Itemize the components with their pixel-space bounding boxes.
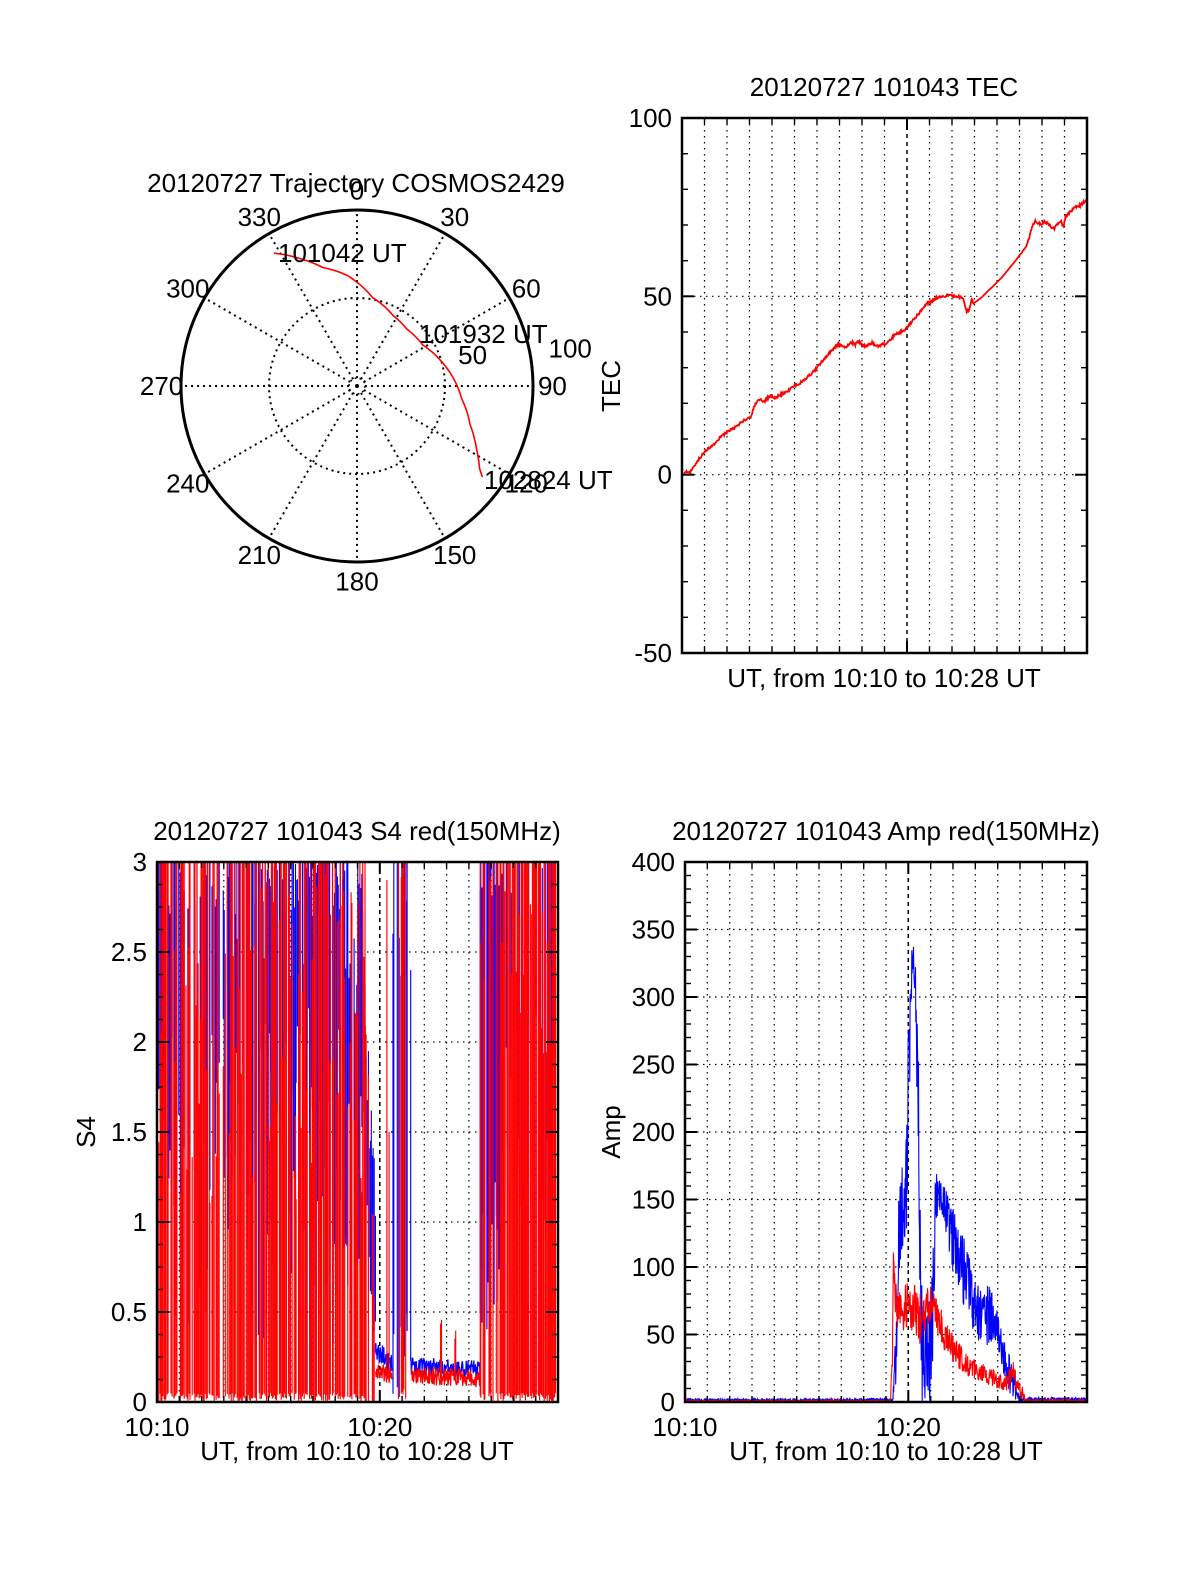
s4-plot: 0 0.5 1 1.5 2 2.5 3 10:10 10:20 — [111, 847, 560, 1442]
amp-ytick-label: 350 — [632, 915, 675, 945]
trajectory-annotation-mid: 101932 UT — [419, 319, 548, 349]
amp-axes-box — [683, 860, 1089, 1404]
amp-ytick-label: 400 — [632, 847, 675, 877]
polar-spoke — [360, 392, 446, 539]
polar-ring — [268, 297, 446, 475]
polar-angle-label: 30 — [440, 202, 469, 232]
s4-title: 20120727 101043 S4 red(150MHz) — [153, 816, 561, 846]
amp-ytick-label: 50 — [646, 1320, 675, 1350]
tec-series — [683, 198, 1087, 475]
gridlines — [682, 118, 1087, 653]
amp-xtick-label: 10:10 — [652, 1412, 717, 1442]
polar-center-dot — [355, 384, 359, 388]
s4-series — [157, 862, 557, 1402]
tec-y-axis-label: TEC — [596, 360, 626, 412]
polar-angle-label: 270 — [140, 371, 183, 401]
polar-angle-label: 60 — [512, 273, 541, 303]
amp-plot: 0 50 100 150 200 250 300 350 400 10:10 10:20 — [632, 847, 1089, 1442]
polar-angle-label: 300 — [166, 273, 209, 303]
gridlines — [685, 862, 1087, 1402]
polar-spoke — [204, 389, 351, 475]
tec-series-red — [683, 198, 1087, 475]
tec-axes: -50 0 50 100 — [629, 103, 1089, 668]
s4-ytick-label: 0 — [133, 1387, 147, 1417]
tec-ytick-label: 100 — [629, 103, 672, 133]
s4-ytick-label: 2 — [133, 1027, 147, 1057]
s4-ytick-label: 0.5 — [111, 1297, 147, 1327]
amp-ytick-label: 0 — [661, 1387, 675, 1417]
polar-angle-label: 180 — [335, 566, 378, 596]
s4-xtick-label: 10:20 — [347, 1412, 412, 1442]
tec-title: 20120727 101043 TEC — [750, 72, 1018, 102]
trajectory-title: 20120727 Trajectory COSMOS2429 — [147, 168, 565, 198]
amp-ytick-label: 250 — [632, 1050, 675, 1080]
polar-angle-label: 330 — [238, 202, 281, 232]
s4-ytick-label: 1 — [133, 1207, 147, 1237]
amp-ytick-label: 300 — [632, 982, 675, 1012]
amp-axes: 0 50 100 150 200 250 300 350 400 10:10 10:20 — [632, 847, 1089, 1442]
trajectory-annotation-start: 101042 UT — [278, 238, 407, 268]
polar-spoke — [268, 233, 354, 380]
s4-axes-box — [155, 860, 560, 1404]
polar-radial-label: 50 — [458, 340, 487, 370]
amp-y-axis-label: Amp — [596, 1105, 626, 1158]
polar-center-ring — [348, 377, 366, 395]
polar-spoke — [363, 389, 510, 475]
polar-radial-label: 100 — [549, 333, 592, 363]
polar-angle-label: 90 — [538, 371, 567, 401]
amp-title: 20120727 101043 Amp red(150MHz) — [672, 816, 1100, 846]
polar-spoke — [268, 392, 354, 539]
trajectory-path — [273, 252, 484, 478]
amp-ytick-label: 150 — [632, 1185, 675, 1215]
tec-plot: -50 0 50 100 — [629, 103, 1089, 668]
s4-ytick-label: 1.5 — [111, 1117, 147, 1147]
trajectory-polar-plot: 0 30 60 90 120 150 180 210 240 270 300 330 50 100 — [140, 176, 592, 597]
polar-angle-label: 0 — [350, 176, 364, 206]
polar-angle-label: 240 — [166, 469, 209, 499]
s4-x-axis-label: UT, from 10:10 to 10:28 UT — [200, 1436, 514, 1466]
amp-ytick-label: 100 — [632, 1252, 675, 1282]
s4-y-axis-label: S4 — [71, 1116, 101, 1148]
amp-x-axis-label: UT, from 10:10 to 10:28 UT — [729, 1436, 1043, 1466]
s4-ytick-label: 2.5 — [111, 937, 147, 967]
polar-angle-label: 120 — [505, 469, 548, 499]
polar-angle-label: 210 — [238, 540, 281, 570]
tec-ytick-label: -50 — [634, 638, 672, 668]
polar-spoke — [363, 297, 510, 383]
amp-ytick-label: 200 — [632, 1117, 675, 1147]
s4-ytick-label: 3 — [133, 847, 147, 877]
tec-ytick-label: 50 — [643, 281, 672, 311]
tec-axes-box — [680, 116, 1089, 655]
trajectory-annotation-end: 102824 UT — [484, 465, 613, 495]
s4-xtick-label: 10:10 — [124, 1412, 189, 1442]
polar-angle-label: 150 — [433, 540, 476, 570]
s4-axes: 0 0.5 1 1.5 2 2.5 3 10:10 10:20 — [111, 847, 560, 1442]
amp-xtick-label: 10:20 — [876, 1412, 941, 1442]
tec-ytick-label: 0 — [658, 460, 672, 490]
polar-spoke — [204, 297, 351, 383]
tec-x-axis-label: UT, from 10:10 to 10:28 UT — [727, 663, 1041, 693]
polar-spoke — [360, 233, 446, 380]
polar-outline — [179, 208, 535, 564]
